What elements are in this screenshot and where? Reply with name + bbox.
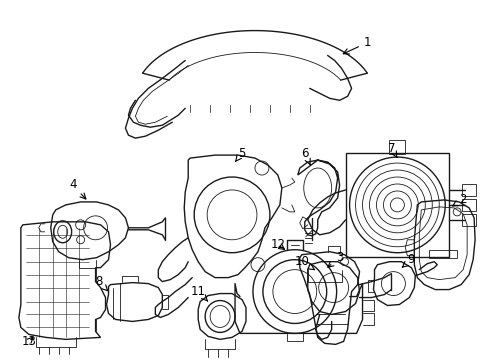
Text: 6: 6	[301, 147, 310, 165]
Text: 12: 12	[270, 238, 285, 251]
Bar	[388, 140, 405, 154]
Bar	[428, 250, 456, 258]
Text: 5: 5	[235, 147, 245, 162]
Bar	[461, 214, 475, 226]
Bar	[461, 184, 475, 196]
Text: 3: 3	[327, 251, 343, 267]
Text: 4: 4	[69, 179, 86, 199]
Bar	[286, 333, 302, 341]
Text: 2: 2	[452, 193, 466, 206]
Text: 9: 9	[402, 253, 414, 267]
Text: 11: 11	[190, 285, 207, 301]
Text: 13: 13	[21, 335, 36, 348]
Text: 8: 8	[95, 275, 107, 291]
Text: 7: 7	[387, 141, 396, 158]
Bar	[345, 153, 448, 257]
Bar	[461, 199, 475, 211]
Text: 1: 1	[343, 36, 370, 54]
Text: 10: 10	[294, 255, 314, 270]
